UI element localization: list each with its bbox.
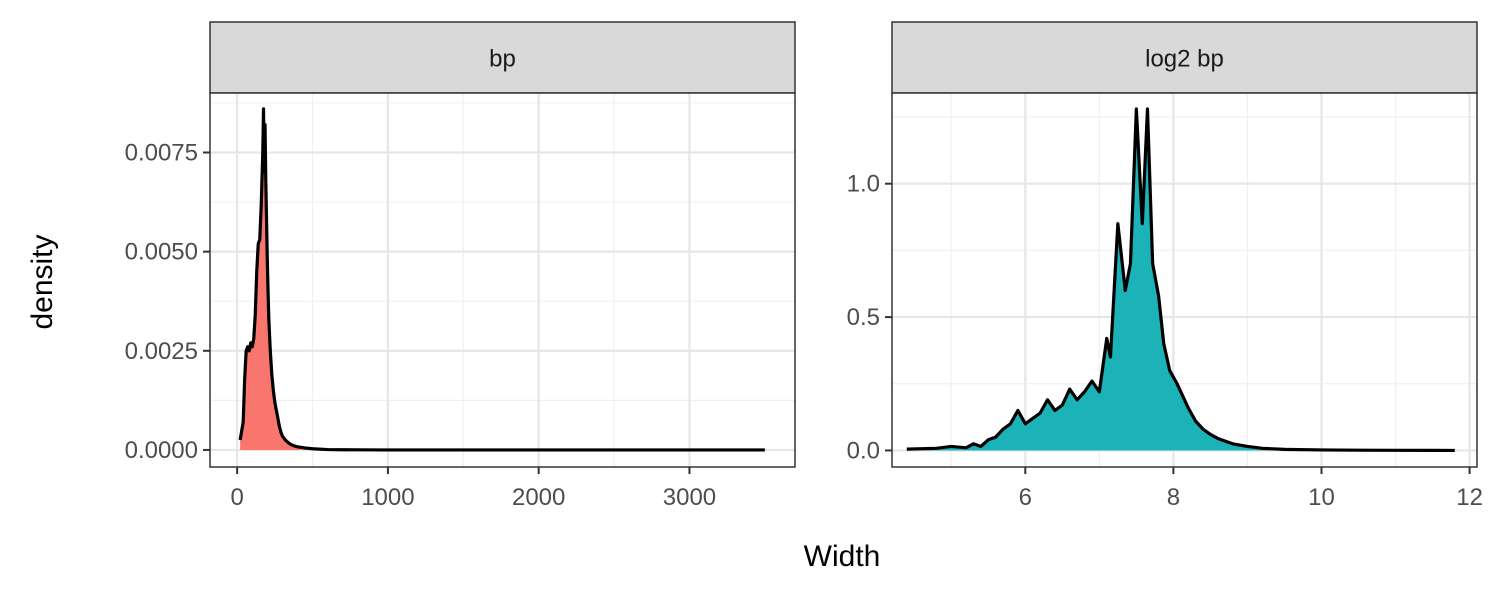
- x-axis-title: Width: [804, 540, 881, 573]
- x-tick-label: 10: [1308, 484, 1335, 511]
- x-tick-label: 1000: [361, 484, 414, 511]
- y-tick-label: 0.0000: [125, 437, 198, 464]
- panel-background: [210, 93, 795, 467]
- facet-strip: [209, 21, 796, 94]
- x-tick-label: 0: [230, 484, 243, 511]
- y-tick-label: 0.0: [847, 437, 880, 464]
- panel-border: [891, 92, 1478, 468]
- y-tick-label: 0.5: [847, 304, 880, 331]
- panel-border: [209, 92, 796, 468]
- facet-strip-label: log2 bp: [1145, 46, 1224, 73]
- facet-strip: [891, 21, 1478, 94]
- y-tick-label: 0.0050: [125, 239, 198, 266]
- facet-strip-label: bp: [489, 46, 516, 73]
- x-tick-label: 2000: [512, 484, 565, 511]
- y-tick-label: 0.0025: [125, 338, 198, 365]
- y-tick-label: 1.0: [847, 171, 880, 198]
- x-tick-label: 3000: [663, 484, 716, 511]
- y-tick-label: 0.0075: [125, 139, 198, 166]
- y-axis-title: density: [26, 234, 59, 329]
- x-tick-label: 12: [1456, 484, 1483, 511]
- x-tick-label: 8: [1167, 484, 1180, 511]
- x-tick-label: 6: [1019, 484, 1032, 511]
- density-line: [906, 107, 1455, 453]
- density-line: [238, 107, 765, 452]
